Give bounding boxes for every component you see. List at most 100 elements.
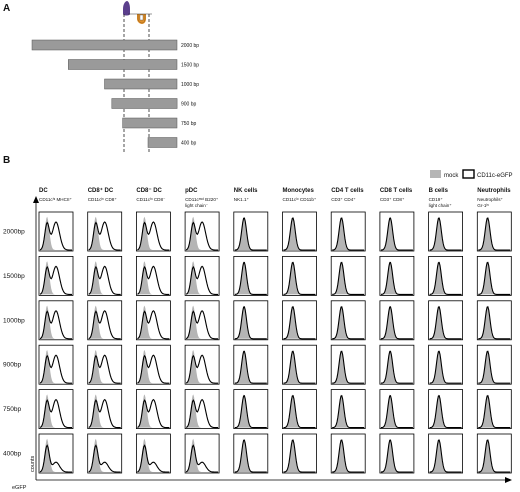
fragment-bar-1000 <box>104 78 178 90</box>
row-label: 1500bp <box>3 273 25 280</box>
column-subtitle: NK1.1⁺ <box>234 197 250 202</box>
gfp-histogram-line <box>39 310 72 340</box>
histogram-cell <box>87 211 123 252</box>
histogram-cell <box>135 255 171 296</box>
y-axis-label: counts <box>30 456 36 472</box>
gfp-histogram-line <box>137 265 170 295</box>
column-subtitle: Neutrophils⁺ <box>477 197 503 202</box>
histogram-cell <box>476 255 512 296</box>
histogram-cell <box>38 300 74 341</box>
histogram-cell <box>38 211 74 252</box>
gfp-histogram-line <box>429 217 462 251</box>
row-label: 900bp <box>3 362 21 369</box>
gfp-histogram-line <box>234 394 267 429</box>
histogram-cell <box>330 344 366 385</box>
gfp-histogram-line <box>39 221 72 251</box>
histogram-frame <box>87 211 123 252</box>
gfp-histogram-line <box>88 354 121 384</box>
column-subtitle: CD11cʰᶦ CD8⁺ <box>88 197 118 202</box>
row-label: 750bp <box>3 406 21 413</box>
legend-gfp-swatch <box>462 169 475 179</box>
column-subtitle: CD19⁺ <box>429 197 444 202</box>
histogram-cell <box>476 433 512 474</box>
gfp-histogram-line <box>88 221 121 251</box>
y-arrow-head-icon <box>33 196 39 203</box>
histogram-cell <box>330 255 366 296</box>
histogram-cell <box>428 433 464 474</box>
column-title: CD8⁺ DC <box>88 187 114 194</box>
histogram-frame <box>379 389 415 430</box>
histogram-cell <box>282 389 317 430</box>
column-title: CD8 T cells <box>380 188 413 194</box>
gfp-histogram-line <box>234 306 267 340</box>
gfp-histogram-line <box>234 261 267 295</box>
row-label: 400bp <box>3 451 21 458</box>
column-subtitle: CD11cʰᶦ MHCII⁺ <box>39 197 72 202</box>
gfp-histogram-line <box>429 306 462 340</box>
gfp-histogram-line <box>332 394 365 429</box>
histogram-cell <box>87 433 123 474</box>
histogram-cell <box>282 255 317 296</box>
histogram-cell <box>282 300 317 341</box>
gfp-histogram-line <box>478 261 511 295</box>
purple-site-icon <box>123 1 130 16</box>
fragment-bar-400 <box>147 137 178 148</box>
histogram-cell <box>379 211 415 252</box>
x-arrow-head-icon <box>505 477 512 483</box>
histogram-frame <box>330 433 366 474</box>
fragment-label-1500: 1500 bp <box>181 63 199 69</box>
column-subtitle: CD11cᵐᶦᵈ B220⁺ <box>185 197 219 202</box>
histogram-cell <box>428 389 464 430</box>
column-title: Neutrophils <box>477 188 511 194</box>
histogram-cell <box>476 300 512 341</box>
legend-mock-swatch <box>430 170 441 178</box>
gfp-histogram-line <box>478 217 511 251</box>
legend: mock CD11c-eGFP <box>430 169 513 179</box>
gfp-histogram-line <box>283 217 316 251</box>
histogram-frame <box>282 433 317 474</box>
fragment-bar-2000 <box>31 39 178 51</box>
gfp-histogram-line <box>332 217 365 251</box>
column-subtitle: CD3⁺ CD4⁺ <box>331 197 356 202</box>
gfp-histogram-line <box>234 217 267 251</box>
histogram-cell <box>428 300 464 341</box>
gfp-histogram-line <box>478 439 511 473</box>
panel-a-letter: A <box>3 3 10 14</box>
fragment-bar-900 <box>111 98 178 109</box>
legend-gfp-label: CD11c-eGFP <box>477 173 513 179</box>
histogram-cell <box>38 389 74 430</box>
histogram-cell <box>38 433 74 474</box>
axis-arrows: counts eGFP <box>12 196 512 491</box>
histogram-cell <box>379 389 415 430</box>
gfp-histogram-line <box>39 265 72 295</box>
gfp-histogram-line <box>88 444 121 473</box>
column-title: B cells <box>429 188 449 194</box>
histogram-cell <box>184 344 220 385</box>
gfp-histogram-line <box>380 394 413 429</box>
gfp-histogram-line <box>429 261 462 295</box>
row-label: 1000bp <box>3 317 25 324</box>
fragment-label-750: 750 bp <box>181 121 197 127</box>
histogram-cell <box>282 433 317 474</box>
histogram-cell <box>330 433 366 474</box>
column-title: CD8⁻ DC <box>136 188 162 194</box>
gfp-histogram-line <box>137 310 170 340</box>
gfp-histogram-line <box>137 354 170 384</box>
histogram-cell <box>184 211 220 252</box>
row-labels: 2000bp 1500bp 1000bp 900bp 750bp 400bp <box>3 229 25 458</box>
x-axis-label: eGFP <box>12 485 27 491</box>
fragment-label-2000: 2000 bp <box>181 43 199 49</box>
histogram-cell <box>184 433 220 474</box>
gfp-histogram-line <box>39 354 72 384</box>
column-subtitle: CD11cˡᵒ CD11b⁺ <box>283 197 317 202</box>
gfp-histogram-line <box>283 306 316 340</box>
histogram-cell <box>233 389 269 430</box>
gfp-histogram-line <box>185 221 219 251</box>
gfp-histogram-line <box>332 350 365 384</box>
gfp-histogram-line <box>380 350 413 384</box>
column-subtitle-2: Gr-1ʰᶦ <box>477 203 489 208</box>
gfp-histogram-line <box>332 306 365 340</box>
gfp-histogram-line <box>332 439 365 473</box>
gfp-histogram-line <box>185 444 219 473</box>
gfp-histogram-line <box>88 310 121 340</box>
